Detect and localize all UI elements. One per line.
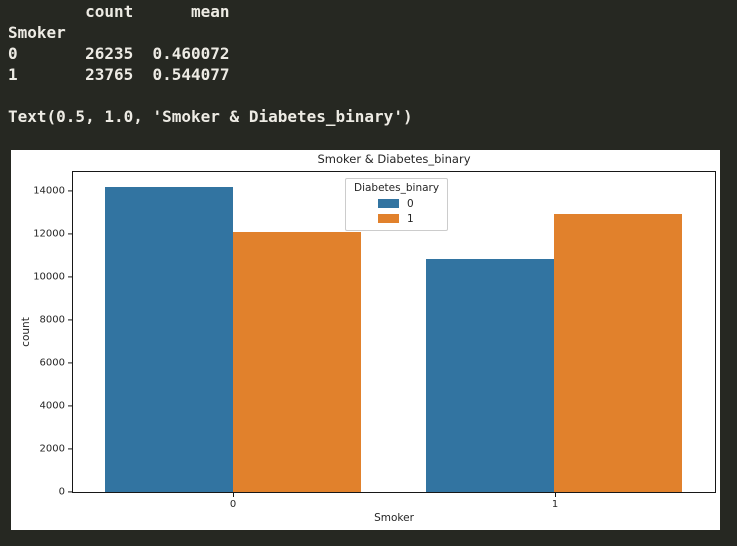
legend-label-1: 1 [407,212,414,225]
y-tick-label: 2000 [39,443,65,455]
bar-smoker0-diabetes1 [233,232,362,492]
y-tick-mark [68,276,72,278]
y-tick-label: 14000 [33,185,65,197]
legend-item-0: 0 [354,196,439,211]
terminal-line-row-0: 0 26235 0.460072 [8,44,230,63]
x-tick-mark [555,493,557,497]
legend: Diabetes_binary 0 1 [345,178,449,231]
x-tick-label: 0 [229,499,237,510]
legend-item-1: 1 [354,211,439,226]
y-tick-label: 12000 [33,228,65,240]
x-axis-label: Smoker [374,512,414,524]
bar-smoker1-diabetes1 [553,213,682,492]
axes: Diabetes_binary 0 1 [72,171,716,493]
y-tick-label: 10000 [33,271,65,283]
y-tick-mark [68,190,72,192]
y-tick-label: 4000 [39,400,65,412]
y-tick-mark [68,319,72,321]
x-tick-mark [233,493,235,497]
y-tick-mark [68,362,72,364]
legend-label-0: 0 [407,197,414,210]
terminal-line-header: count mean [8,2,230,21]
legend-title: Diabetes_binary [354,182,440,194]
terminal-line-row-1: 1 23765 0.544077 [8,65,230,84]
y-tick-mark [68,405,72,407]
y-tick-label: 8000 [39,314,65,326]
y-tick-mark [68,491,72,493]
bar-smoker1-diabetes0 [425,258,554,492]
y-tick-mark [68,448,72,450]
x-tick-label: 1 [551,499,559,510]
y-tick-label: 0 [58,486,65,498]
terminal-line-blank [8,85,413,106]
chart-title: Smoker & Diabetes_binary [317,152,471,166]
chart-figure: Smoker & Diabetes_binary count Diabetes_… [11,150,720,530]
terminal-output: count mean Smoker 0 26235 0.460072 1 237… [8,1,413,127]
legend-swatch-orange [378,214,400,223]
terminal-line-text-repr: Text(0.5, 1.0, 'Smoker & Diabetes_binary… [8,107,413,126]
legend-swatch-blue [378,199,400,208]
y-tick-label: 6000 [39,357,65,369]
terminal-line-index-name: Smoker [8,23,66,42]
bar-smoker0-diabetes0 [105,186,234,492]
y-tick-mark [68,233,72,235]
